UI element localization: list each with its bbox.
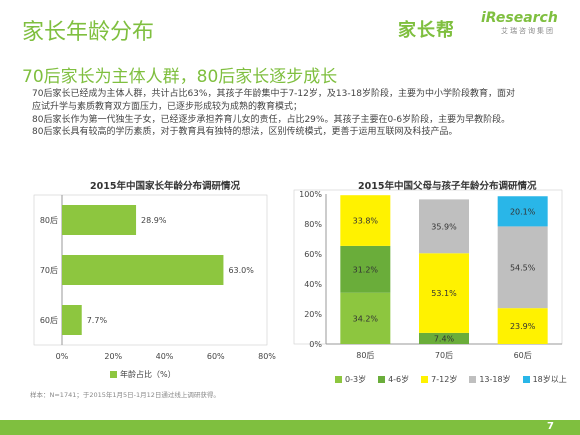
right-chart-title: 2015年中国父母与孩子年龄分布调研情况 xyxy=(358,181,537,192)
legend-swatch xyxy=(469,376,477,383)
segment-value-label: 54.5% xyxy=(510,263,536,272)
page-subtitle: 70后家长为主体人群，80后家长逐步成长 xyxy=(22,67,338,87)
y-tick-label: 20% xyxy=(304,310,322,319)
legend-label: 4-6岁 xyxy=(388,375,410,384)
segment-1-1 xyxy=(419,332,469,344)
value-label: 7.7% xyxy=(87,316,108,325)
category-label: 70后 xyxy=(435,350,453,360)
age-distribution-bar-chart: 80后 28.9% 70后 63.0% 60后 7.7% 0% 20% 40% 60% 80% xyxy=(33,194,276,361)
legend-label: 7-12岁 xyxy=(431,375,458,384)
segment-value-label: 35.9% xyxy=(431,222,457,231)
x-tick-label: 20% xyxy=(104,352,122,361)
jiazhangbang-logo: 家长帮 xyxy=(398,20,455,41)
y-tick-label: 80% xyxy=(304,220,322,229)
legend-item: 0-3岁 xyxy=(335,374,366,385)
x-tick-label: 0% xyxy=(56,352,69,361)
description-line: 70后家长已经成为主体人群，共计占比63%，其孩子年龄集中于7-12岁，及13-… xyxy=(32,89,516,99)
right-chart-legend: 0-3岁 4-6岁 7-12岁 13-18岁 18岁以上 xyxy=(335,374,567,385)
segment-value-label: 34.2% xyxy=(353,314,379,323)
segment-value-label: 53.1% xyxy=(431,289,457,298)
description-block: 70后家长已经成为主体人群，共计占比63%，其孩子年龄集中于7-12岁，及13-… xyxy=(32,88,562,139)
segment-value-label: 23.9% xyxy=(510,322,536,331)
segment-value-label: 20.1% xyxy=(510,207,536,216)
description-line: 80后家长作为第一代独生子女，已经逐步承担养育儿女的责任，占比29%。其孩子主要… xyxy=(32,114,511,125)
legend-label: 18岁以上 xyxy=(532,375,567,384)
page-number: 7 xyxy=(547,421,554,432)
category-label: 80后 xyxy=(40,215,58,225)
segment-3-2 xyxy=(497,226,548,309)
category-label: 70后 xyxy=(40,265,58,275)
segment-2-1 xyxy=(419,253,469,333)
segment-value-label: 33.8% xyxy=(353,217,379,226)
segment-2-2 xyxy=(497,308,548,344)
legend-swatch xyxy=(335,376,342,383)
y-tick-label: 0% xyxy=(309,340,322,349)
x-tick-label: 40% xyxy=(156,352,174,361)
left-chart-title: 2015年中国家长年龄分布调研情况 xyxy=(90,181,240,192)
y-tick-label: 60% xyxy=(304,250,322,259)
segment-value-label: 31.2% xyxy=(353,265,379,274)
iresearch-logo-text: iResearch xyxy=(481,10,558,26)
y-tick-label: 40% xyxy=(304,280,322,289)
segment-1-0 xyxy=(340,245,391,293)
legend-label: 13-18岁 xyxy=(479,375,511,384)
footnote: 样本：N=1741；于2015年1月5日-1月12日通过线上调研获得。 xyxy=(30,391,220,399)
legend-swatch xyxy=(522,376,530,383)
bar-1 xyxy=(62,255,224,285)
segment-3-1 xyxy=(419,199,469,254)
legend-swatch xyxy=(378,376,386,383)
legend-item: 13-18岁 xyxy=(469,374,511,385)
plot-frame xyxy=(33,194,268,346)
segment-0-0 xyxy=(340,292,391,344)
x-tick-label: 60% xyxy=(207,352,225,361)
legend-label: 0-3岁 xyxy=(345,375,367,384)
legend-item: 18岁以上 xyxy=(522,374,567,385)
value-label: 28.9% xyxy=(141,216,167,225)
category-label: 60后 xyxy=(514,350,532,360)
legend-swatch xyxy=(421,376,429,383)
legend-swatch xyxy=(110,371,117,378)
iresearch-logo-subtext: 艾瑞咨询集团 xyxy=(501,27,555,35)
description-line: 80后家长具有较高的学历素质，对于教育具有独特的想法，区别传统模式，更善于运用互… xyxy=(32,127,458,138)
value-label: 63.0% xyxy=(228,266,254,275)
bar-2 xyxy=(62,305,82,335)
segment-4-2 xyxy=(497,196,548,227)
legend-item: 7-12岁 xyxy=(421,374,457,385)
x-tick-label: 80% xyxy=(258,352,276,361)
y-tick-label: 100% xyxy=(299,190,322,199)
description-line: 应试升学与素质教育双方面压力，已逐步形成较为成熟的教育模式； xyxy=(32,101,303,112)
category-label: 60后 xyxy=(40,315,58,325)
bar-0 xyxy=(62,205,137,235)
page-title: 家长年龄分布 xyxy=(22,20,155,45)
segment-2-0 xyxy=(340,195,391,246)
iresearch-logo: iResearch 艾瑞咨询集团 xyxy=(481,10,571,50)
left-chart-legend: 年龄占比（%） xyxy=(110,369,176,380)
legend-item: 4-6岁 xyxy=(378,374,409,385)
segment-value-label: 7.4% xyxy=(434,334,455,343)
footer-bar xyxy=(0,420,580,435)
parent-child-age-stacked-chart: 0% 20% 40% 60% 80% 100% 34.2% 31.2% 33.8% 80后 7.4%… xyxy=(293,189,563,360)
legend-label: 年龄占比（%） xyxy=(120,370,176,379)
category-label: 80后 xyxy=(356,350,374,360)
